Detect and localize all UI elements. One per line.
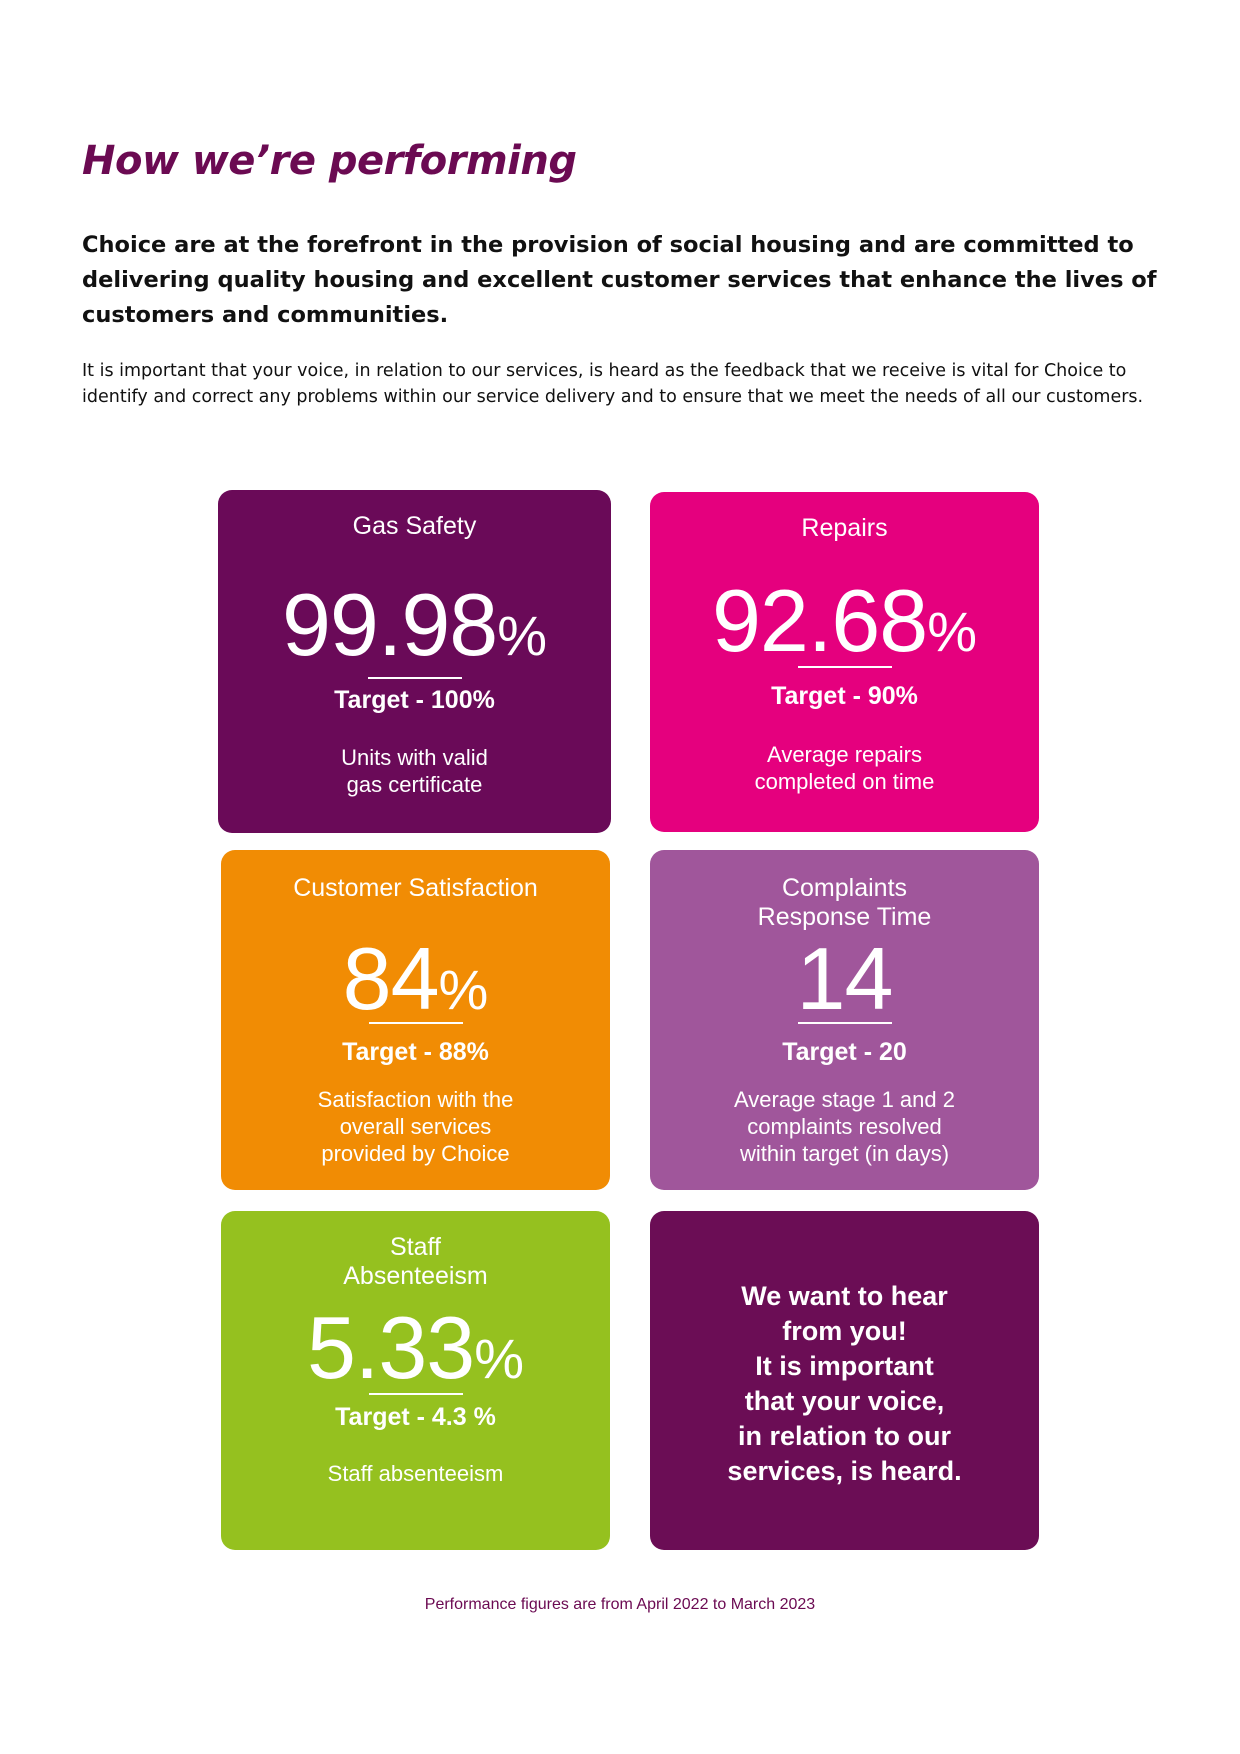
card-description: Average repairs completed on time	[650, 741, 1039, 795]
callout-line: from you!	[782, 1316, 907, 1346]
divider-rule	[368, 1022, 463, 1024]
target-label: Target - 90%	[771, 682, 918, 710]
metric-number: 5.33	[306, 1298, 475, 1397]
heading-line: Response Time	[757, 903, 932, 931]
card-description: Satisfaction with the overall services p…	[221, 1086, 610, 1167]
divider-rule	[797, 666, 892, 668]
card-heading: Complaints Response Time	[650, 874, 1039, 932]
divider-rule	[797, 1022, 892, 1024]
metric-value: 92.68%	[650, 576, 1039, 677]
divider-rule	[367, 677, 462, 679]
metric-number: 14	[796, 929, 894, 1028]
target-label: Target - 88%	[342, 1038, 489, 1066]
metric-unit: %	[438, 958, 489, 1021]
metric-unit: %	[927, 600, 977, 663]
divider-rule	[368, 1393, 463, 1395]
target-label: Target - 4.3 %	[335, 1403, 496, 1431]
description-line: overall services	[339, 1114, 492, 1139]
card-heading: Staff Absenteeism	[221, 1233, 610, 1291]
heading-line: Complaints	[781, 874, 908, 902]
staff-absenteeism-card: Staff Absenteeism 5.33% Target - 4.3 % S…	[221, 1211, 610, 1550]
description-line: Satisfaction with the	[317, 1087, 514, 1112]
callout-text: We want to hear from you! It is importan…	[650, 1279, 1039, 1489]
complaints-response-card: Complaints Response Time 14 Target - 20 …	[650, 850, 1039, 1190]
heading-line: Absenteeism	[343, 1262, 488, 1290]
description-line: gas certificate	[346, 772, 483, 797]
description-line: Staff absenteeism	[327, 1461, 504, 1486]
target-label: Target - 100%	[334, 686, 495, 714]
metric-value: 5.33%	[221, 1303, 610, 1404]
description-line: provided by Choice	[321, 1141, 510, 1166]
callout-line: We want to hear	[741, 1281, 948, 1311]
performance-period-footnote: Performance figures are from April 2022 …	[424, 1596, 816, 1613]
card-heading: Customer Satisfaction	[293, 874, 538, 902]
callout-line: that your voice,	[744, 1386, 945, 1416]
metric-value: 14	[650, 934, 1039, 1024]
intro-body-paragraph: It is important that your voice, in rela…	[82, 361, 1144, 407]
description-line: within target (in days)	[739, 1141, 950, 1166]
card-description: Staff absenteeism	[221, 1460, 610, 1487]
callout-line: It is important	[755, 1351, 934, 1381]
callout-line: services, is heard.	[727, 1456, 962, 1486]
repairs-card: Repairs 92.68% Target - 90% Average repa…	[650, 492, 1039, 832]
gas-safety-card: Gas Safety 99.98% Target - 100% Units wi…	[218, 490, 611, 833]
target-label: Target - 20	[782, 1038, 907, 1066]
metric-unit: %	[497, 604, 547, 667]
card-description: Units with valid gas certificate	[218, 744, 611, 798]
metric-number: 92.68	[711, 571, 928, 670]
card-heading: Gas Safety	[352, 512, 477, 540]
page-title: How we’re performing	[82, 138, 577, 184]
metric-unit: %	[474, 1327, 525, 1390]
card-heading: Repairs	[801, 514, 888, 542]
metric-number: 84	[342, 929, 440, 1028]
intro-lead-paragraph: Choice are at the forefront in the provi…	[82, 232, 1157, 328]
metric-value: 84%	[221, 934, 610, 1035]
customer-satisfaction-card: Customer Satisfaction 84% Target - 88% S…	[221, 850, 610, 1190]
card-description: Average stage 1 and 2 complaints resolve…	[650, 1086, 1039, 1167]
heading-line: Staff	[390, 1233, 441, 1261]
description-line: completed on time	[754, 769, 935, 794]
description-line: Average stage 1 and 2	[734, 1087, 955, 1112]
callout-line: in relation to our	[738, 1421, 951, 1451]
description-line: Average repairs	[767, 742, 922, 767]
description-line: complaints resolved	[747, 1114, 942, 1139]
description-line: Units with valid	[341, 745, 488, 770]
metric-value: 99.98%	[218, 580, 611, 681]
feedback-callout-card: We want to hear from you! It is importan…	[650, 1211, 1039, 1550]
metric-number: 99.98	[281, 575, 498, 674]
